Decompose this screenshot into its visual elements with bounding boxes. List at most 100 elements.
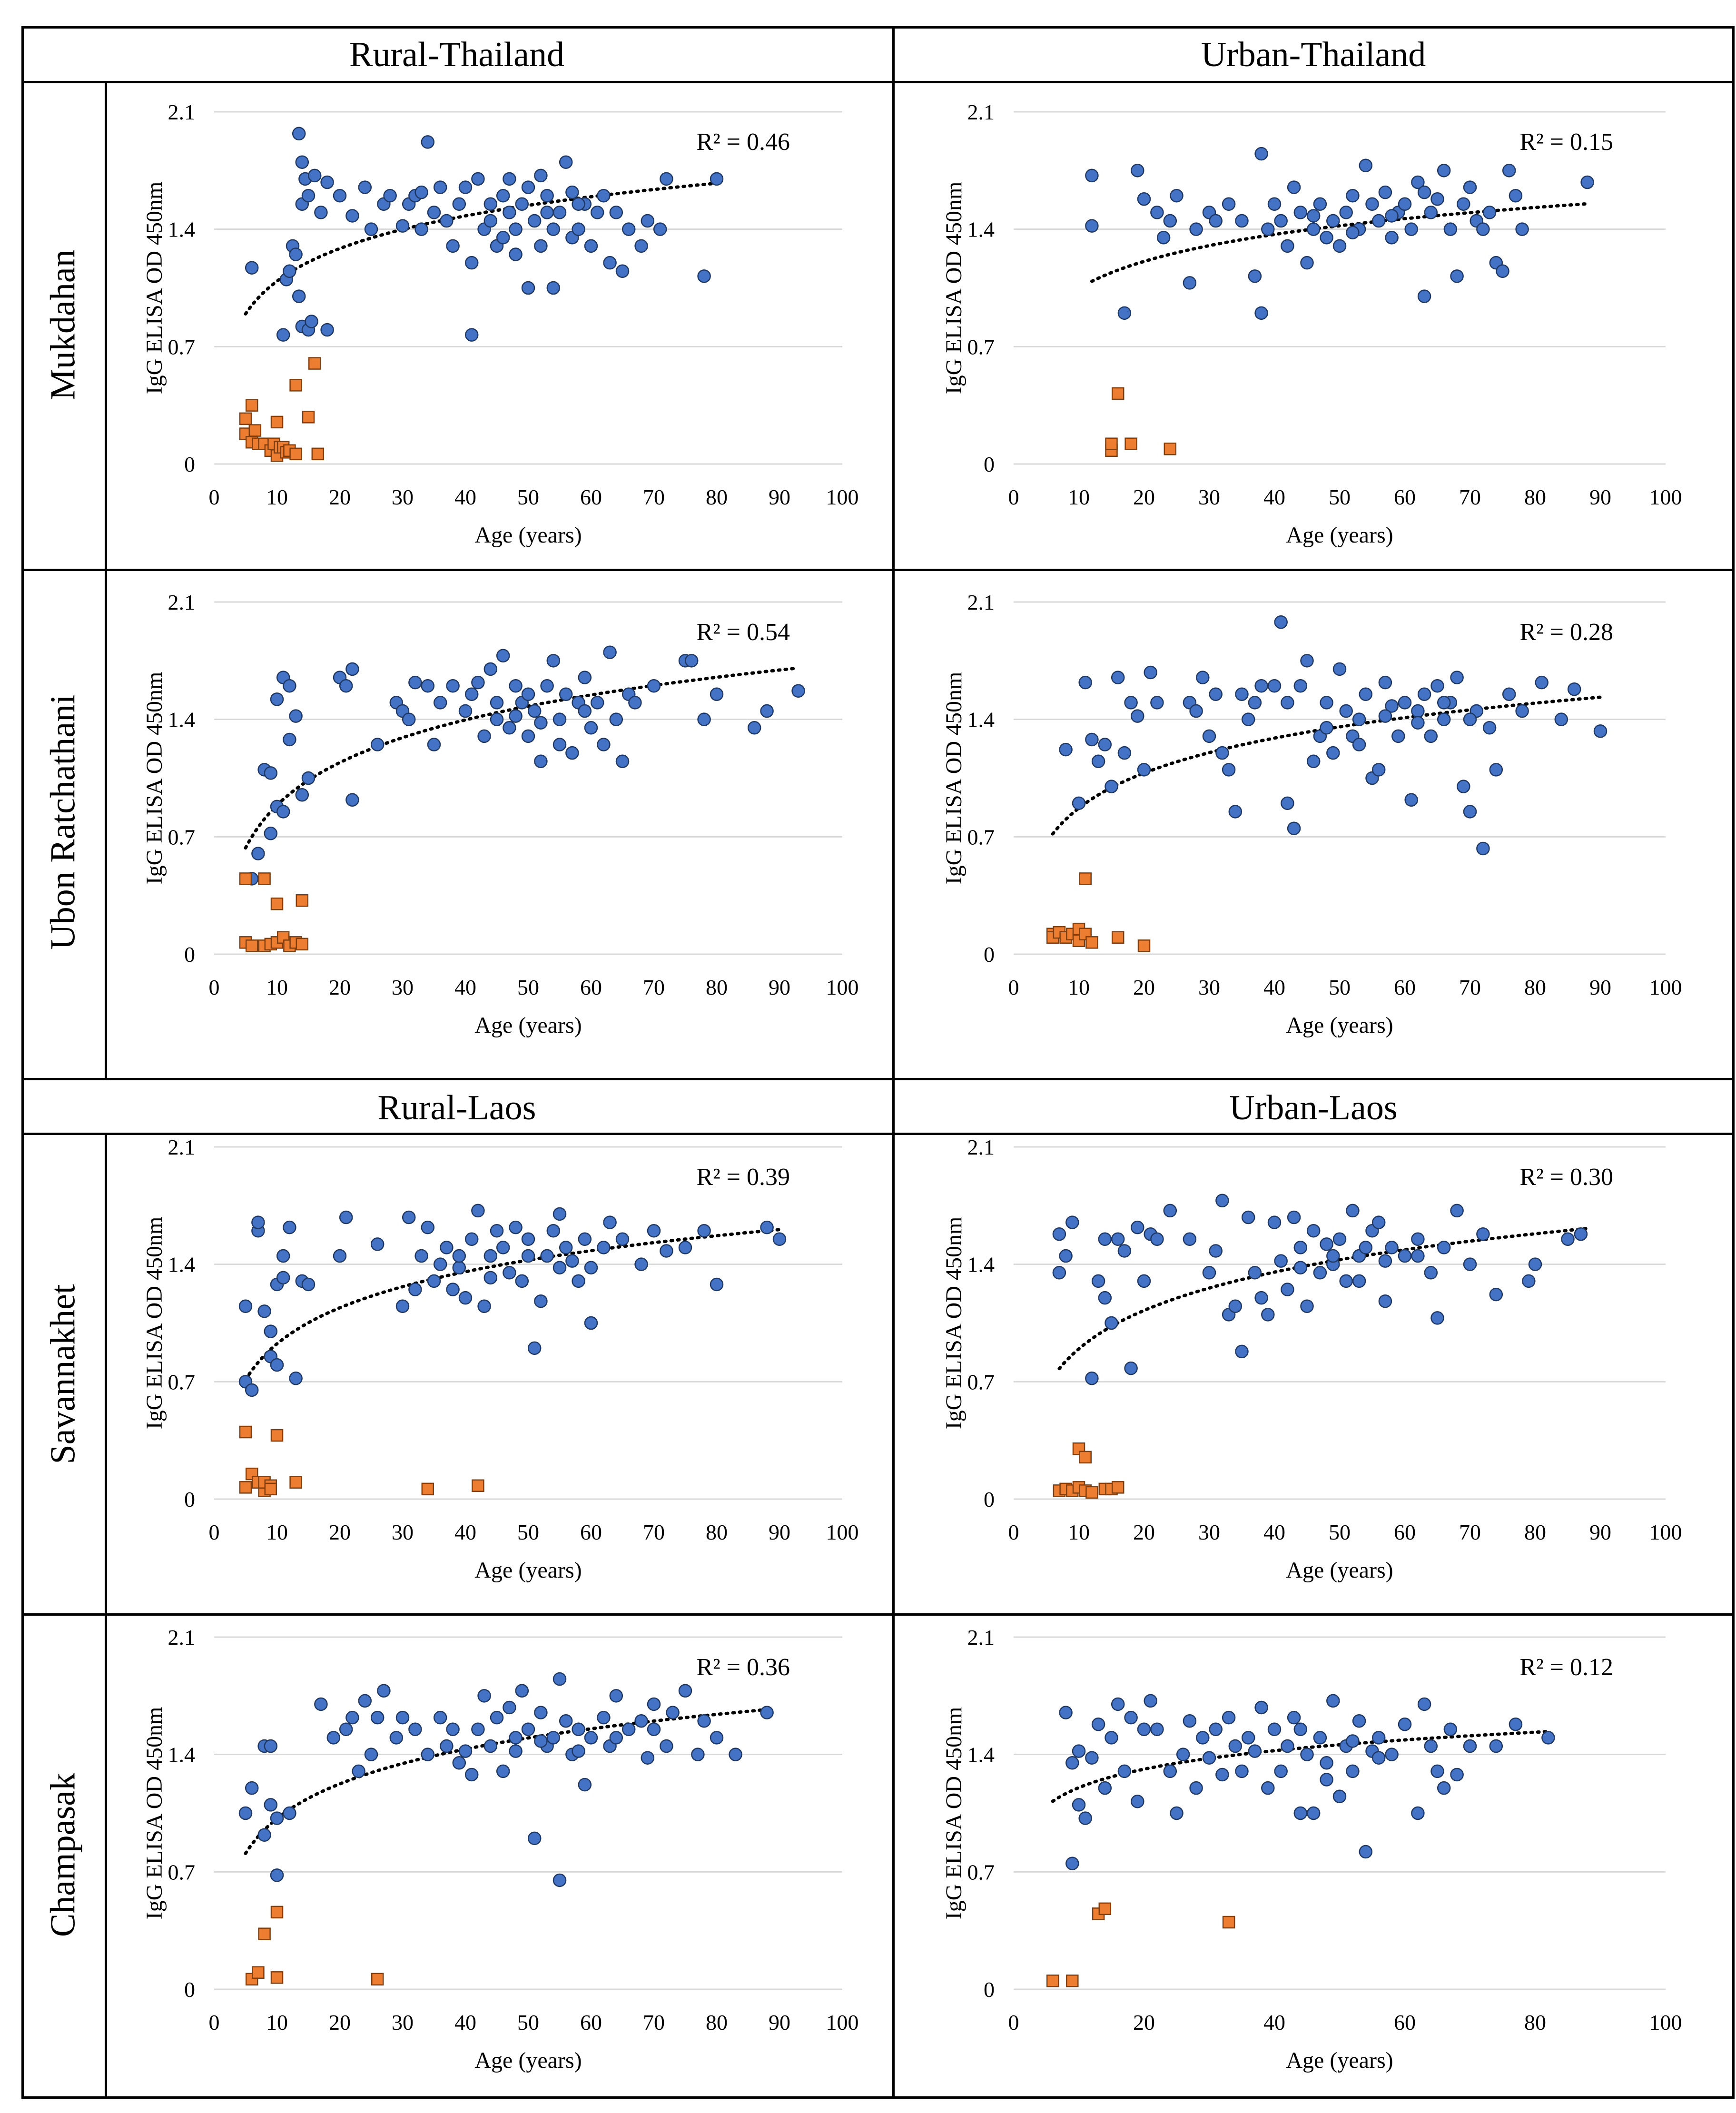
x-tick-label: 30 bbox=[392, 2010, 414, 2034]
data-point-positive bbox=[1320, 231, 1333, 245]
data-point-positive bbox=[1254, 1291, 1268, 1305]
data-point-positive bbox=[1411, 1806, 1425, 1820]
x-tick-label: 100 bbox=[1649, 2010, 1682, 2034]
data-point-negative bbox=[258, 872, 271, 885]
data-point-positive bbox=[370, 738, 385, 751]
data-point-negative bbox=[296, 938, 309, 951]
x-tick-label: 40 bbox=[454, 2010, 476, 2034]
y-tick-label: 0.7 bbox=[168, 1370, 196, 1394]
data-point-positive bbox=[1476, 841, 1490, 856]
data-point-negative bbox=[239, 412, 252, 425]
data-point-positive bbox=[283, 732, 296, 747]
y-tick-label: 2.1 bbox=[967, 1135, 995, 1159]
data-point-positive bbox=[1091, 1717, 1105, 1731]
data-point-positive bbox=[1059, 1249, 1073, 1263]
data-point-positive bbox=[603, 1215, 617, 1229]
data-point-negative bbox=[1222, 1916, 1235, 1929]
x-tick-label: 0 bbox=[1008, 485, 1019, 509]
data-point-positive bbox=[710, 1731, 724, 1745]
data-point-positive bbox=[1267, 679, 1282, 693]
data-point-positive bbox=[1424, 729, 1438, 743]
data-point-positive bbox=[559, 155, 573, 169]
y-axis-label: IgG ELISA OD 450nm bbox=[142, 672, 167, 885]
data-point-positive bbox=[729, 1748, 742, 1761]
data-point-positive bbox=[1209, 214, 1223, 228]
data-point-positive bbox=[1371, 763, 1386, 777]
x-tick-label: 60 bbox=[1394, 485, 1416, 509]
data-point-positive bbox=[1346, 1764, 1360, 1778]
data-point-positive bbox=[1228, 1299, 1243, 1313]
data-point-positive bbox=[1137, 1722, 1151, 1737]
data-point-positive bbox=[1385, 1748, 1399, 1761]
data-point-negative bbox=[421, 1482, 434, 1496]
data-point-positive bbox=[1352, 1714, 1366, 1728]
data-point-positive bbox=[1300, 1299, 1314, 1313]
data-point-positive bbox=[471, 1722, 485, 1737]
data-point-positive bbox=[597, 1241, 611, 1254]
x-axis-label: Age (years) bbox=[474, 2048, 582, 2073]
data-point-positive bbox=[1085, 1751, 1099, 1765]
data-point-positive bbox=[1267, 1722, 1282, 1737]
data-point-positive bbox=[521, 1249, 535, 1263]
data-point-positive bbox=[578, 1777, 592, 1792]
data-point-positive bbox=[1300, 1748, 1314, 1761]
data-point-positive bbox=[1170, 1806, 1184, 1820]
x-tick-label: 40 bbox=[454, 975, 476, 999]
data-point-positive bbox=[615, 1232, 630, 1246]
data-point-positive bbox=[509, 679, 523, 693]
data-point-positive bbox=[257, 1304, 271, 1318]
data-point-positive bbox=[1430, 679, 1444, 693]
data-point-positive bbox=[1424, 1266, 1438, 1280]
data-point-positive bbox=[370, 1237, 385, 1251]
data-point-positive bbox=[1254, 147, 1268, 161]
header-urban-laos: Urban-Laos bbox=[1229, 1088, 1398, 1127]
y-tick-label: 0.7 bbox=[967, 825, 995, 849]
data-point-positive bbox=[464, 1232, 479, 1246]
data-point-positive bbox=[609, 1731, 623, 1745]
data-point-positive bbox=[540, 1249, 554, 1263]
data-point-positive bbox=[1450, 1204, 1464, 1218]
data-point-positive bbox=[1359, 158, 1373, 173]
data-point-positive bbox=[1306, 754, 1321, 769]
data-point-positive bbox=[477, 729, 491, 743]
data-point-positive bbox=[270, 1868, 284, 1882]
data-point-positive bbox=[1183, 276, 1197, 290]
x-tick-label: 0 bbox=[209, 485, 220, 509]
data-point-positive bbox=[578, 704, 592, 718]
data-point-positive bbox=[458, 1291, 473, 1305]
data-point-positive bbox=[1489, 1739, 1503, 1753]
chart-champasak-rural: 0 0.7 1.4 2.1 0 10 20 30 40 50 60 70 80 90 100 Age (yea… bbox=[142, 1625, 859, 2073]
x-tick-label: 10 bbox=[266, 975, 288, 999]
data-point-positive bbox=[747, 721, 761, 735]
data-point-positive bbox=[1450, 269, 1464, 283]
data-point-positive bbox=[1287, 821, 1301, 835]
data-point-positive bbox=[552, 738, 567, 751]
data-point-positive bbox=[395, 1710, 410, 1725]
data-point-positive bbox=[1091, 1274, 1105, 1288]
y-tick-label: 1.4 bbox=[168, 1253, 196, 1277]
r-squared-annotation: R² = 0.12 bbox=[1519, 1654, 1613, 1681]
data-point-positive bbox=[1424, 206, 1438, 219]
data-point-positive bbox=[421, 1748, 435, 1761]
data-point-positive bbox=[1371, 1731, 1386, 1745]
x-tick-label: 100 bbox=[1649, 485, 1682, 509]
data-point-positive bbox=[678, 1241, 692, 1254]
data-point-positive bbox=[1378, 185, 1392, 199]
data-point-positive bbox=[1052, 1227, 1066, 1241]
data-point-positive bbox=[1391, 729, 1405, 743]
data-point-positive bbox=[1150, 206, 1164, 219]
data-point-positive bbox=[1430, 1311, 1444, 1325]
data-point-positive bbox=[540, 206, 554, 219]
data-point-positive bbox=[496, 1764, 510, 1778]
data-point-positive bbox=[427, 206, 441, 219]
chart-savannakhet-rural: 0 0.7 1.4 2.1 0 10 20 30 40 50 60 70 80 90 100 Age (yea… bbox=[142, 1135, 859, 1583]
data-point-positive bbox=[540, 188, 554, 203]
row-label-champasak: Champasak bbox=[43, 1772, 83, 1937]
data-point-positive bbox=[647, 1224, 661, 1238]
data-point-positive bbox=[546, 1731, 561, 1745]
x-tick-label: 20 bbox=[329, 1520, 351, 1544]
data-point-positive bbox=[509, 1220, 523, 1234]
x-tick-label: 20 bbox=[329, 975, 351, 999]
data-point-positive bbox=[1332, 1789, 1347, 1804]
data-point-positive bbox=[647, 679, 661, 693]
